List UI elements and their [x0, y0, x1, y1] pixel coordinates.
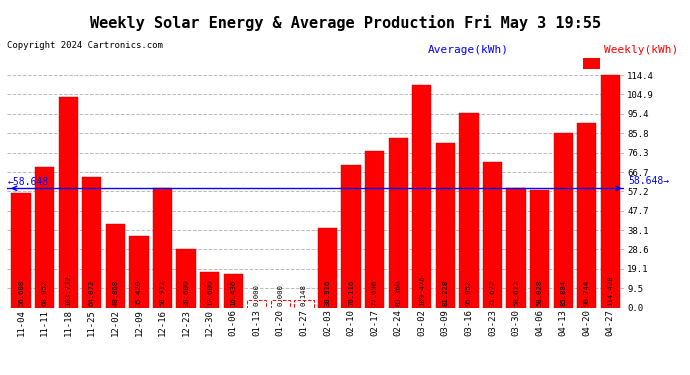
Bar [59, 97, 78, 308]
Text: 0.000: 0.000 [254, 284, 259, 306]
Text: 0.148: 0.148 [301, 284, 307, 306]
Text: 16.436: 16.436 [230, 280, 236, 306]
Bar [270, 300, 290, 307]
Text: 38.916: 38.916 [324, 280, 331, 306]
Text: 28.600: 28.600 [183, 280, 189, 306]
Text: 85.884: 85.884 [560, 280, 566, 306]
Bar [506, 189, 526, 308]
Text: 90.744: 90.744 [584, 280, 590, 306]
Text: 64.072: 64.072 [89, 280, 95, 306]
Bar [577, 123, 596, 308]
Bar [152, 188, 172, 308]
Text: 68.952: 68.952 [41, 280, 48, 306]
Text: 58.028: 58.028 [537, 280, 542, 306]
Bar [530, 190, 549, 308]
Bar [483, 162, 502, 308]
Text: 83.360: 83.360 [395, 280, 401, 306]
Text: 58.612: 58.612 [513, 280, 519, 306]
Text: 95.952: 95.952 [466, 280, 472, 306]
Text: 0.000: 0.000 [277, 284, 284, 306]
Bar [200, 272, 219, 308]
Text: 56.608: 56.608 [18, 280, 24, 306]
Bar [412, 85, 431, 308]
Bar [460, 112, 479, 308]
Bar [318, 228, 337, 308]
Bar [35, 168, 55, 308]
Text: 109.476: 109.476 [419, 275, 425, 306]
Text: 40.868: 40.868 [112, 280, 118, 306]
Text: Weekly Solar Energy & Average Production Fri May 3 19:55: Weekly Solar Energy & Average Production… [90, 15, 600, 31]
Bar [106, 225, 125, 308]
Text: 71.672: 71.672 [489, 280, 495, 306]
Bar [365, 151, 384, 308]
Text: 81.228: 81.228 [442, 280, 448, 306]
Text: ←58.648: ←58.648 [8, 177, 49, 188]
Bar [82, 177, 101, 308]
Text: 77.096: 77.096 [372, 280, 377, 306]
Text: Copyright 2024 Cartronics.com: Copyright 2024 Cartronics.com [7, 41, 163, 50]
Text: 17.600: 17.600 [206, 280, 213, 306]
Bar [129, 236, 148, 308]
Text: 103.732: 103.732 [65, 275, 71, 306]
Bar [177, 249, 196, 308]
Bar [224, 274, 243, 308]
Text: 35.420: 35.420 [136, 280, 142, 306]
Text: 58.912: 58.912 [159, 280, 166, 306]
Text: 114.428: 114.428 [607, 275, 613, 306]
Bar [294, 300, 313, 307]
Bar [388, 138, 408, 308]
Text: Average(kWh): Average(kWh) [428, 45, 509, 55]
Text: 70.116: 70.116 [348, 280, 354, 306]
Bar [342, 165, 361, 308]
Text: Weekly(kWh): Weekly(kWh) [604, 45, 678, 55]
Bar [600, 75, 620, 307]
Text: 58.648→: 58.648→ [628, 177, 669, 186]
Bar [247, 300, 266, 307]
Bar [553, 133, 573, 308]
Bar [435, 142, 455, 308]
Bar [11, 192, 31, 308]
